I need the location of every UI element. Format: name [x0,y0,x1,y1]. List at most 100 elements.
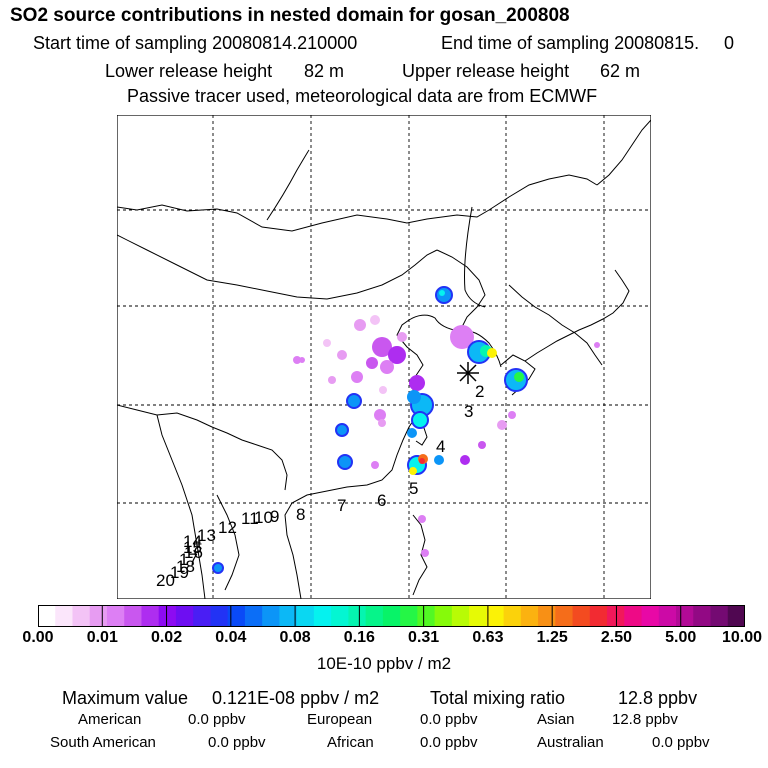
trajectory-label: 16 [184,543,203,562]
concentration-blob [299,357,305,363]
concentration-blob [434,455,444,465]
colorbar-cell [175,605,194,627]
plot-title: SO2 source contributions in nested domai… [10,5,570,26]
philippines [412,514,428,596]
concentration-blob [514,372,524,382]
trajectory-label: 17 [179,550,198,569]
colorbar-cell [262,605,281,627]
colorbar-cell [38,605,56,627]
concentration-blob [378,419,386,427]
concentration-blob [351,371,363,383]
total-mixing-value: 12.8 ppbv [618,688,698,708]
lower-height-label: Lower release height [105,61,273,81]
china-coast [284,319,424,599]
concentration-blob [346,393,362,409]
trajectory-label: 14 [183,532,202,551]
japan-sea-coast [508,284,603,366]
colorbar-cell [313,605,332,627]
colorbar-cell [244,605,263,627]
concentration-blob [411,411,429,429]
concentration-blob [409,467,417,475]
max-value-label: Maximum value [62,688,189,708]
concentration-blob [421,549,429,557]
receptor-marker [457,362,479,384]
concentration-blob [293,356,301,364]
colorbar-tick-label: 0.00 [22,629,54,646]
concentration-blob [374,409,386,421]
colorbar-cell [72,605,91,627]
colorbar-cell [141,605,160,627]
colorbar-cell [193,605,212,627]
end-time: End time of sampling 20080815. [441,33,700,53]
region-name: European [307,711,373,728]
region-value: 0.0 ppbv [420,734,478,751]
colorbar-cell [486,605,505,627]
colorbar-cell [400,605,418,627]
colorbar-cell [106,605,125,627]
region-value: 0.0 ppbv [652,734,710,751]
colorbar-cell [555,605,574,627]
trajectory-label: 20 [156,571,175,590]
concentration-blob [335,423,349,437]
lake-baikal [266,149,310,221]
region-name: African [327,734,374,751]
colorbar-cell [158,605,177,627]
lower-height-value: 82 m [304,61,345,81]
concentration-blob [380,360,394,374]
total-mixing-label: Total mixing ratio [430,688,566,708]
colorbar-cell [710,605,729,627]
russia-coast [596,119,651,186]
colorbar-cell [331,605,349,627]
colorbar [38,605,745,627]
colorbar-tick-label: 1.25 [536,629,568,646]
trajectory-label: 19 [170,563,189,582]
concentration-blob [497,420,507,430]
colorbar-tick-label: 10.00 [721,629,763,646]
concentration-blob [370,315,380,325]
concentration-blob [419,458,425,464]
mongolia-china-border [117,234,438,300]
concentration-blob [508,411,516,419]
concentration-blob [212,562,224,574]
end-time-value: 0 [724,33,735,53]
concentration-blob [407,390,421,404]
colorbar-cell [451,605,470,627]
colorbar-tick-label: 0.04 [215,629,247,646]
concentration-blob [379,386,387,394]
concentration-blob [354,319,366,331]
colorbar-tick-label: 0.01 [86,629,118,646]
colorbar-cell [279,605,298,627]
colorbar-tick-label: 0.08 [279,629,311,646]
colorbar-cell [503,605,522,627]
colorbar-cell [693,605,712,627]
indochina-border [156,414,206,599]
trajectory-label: 12 [218,518,237,537]
colorbar-tick-label: 0.02 [150,629,183,646]
trajectory-labels: 2 3 4 5 6 7 8 9 10 11 12 13 14 15 16 17 … [156,382,484,590]
colorbar-cell [434,605,453,627]
colorbar-tick-label: 0.63 [472,629,504,646]
trajectory-label: 11 [241,509,259,528]
concentration-blob [439,290,445,296]
concentration-blob [371,461,379,469]
concentration-blob [409,375,425,391]
trajectory-label: 4 [436,437,445,456]
trajectory-label: 15 [183,538,202,557]
trajectory-label: 13 [197,526,216,545]
colorbar-cell [417,605,436,627]
concentration-blob [460,455,470,465]
trajectory-label: 9 [270,507,279,526]
trajectory-label: 3 [464,402,473,421]
region-name: South American [50,734,156,751]
colorbar-tick-label: 0.16 [343,629,375,646]
colorbar-units: 10E-10 ppbv / m2 [316,654,452,673]
colorbar-cell [382,605,401,627]
thailand-coast [216,494,240,591]
concentration-blob [366,357,378,369]
colorbar-cell [227,605,246,627]
coastline-detail [463,206,486,308]
concentration-blob [328,376,336,384]
trajectory-label: 8 [296,505,305,524]
region-value: 0.0 ppbv [208,734,266,751]
concentration-blob [337,454,353,470]
